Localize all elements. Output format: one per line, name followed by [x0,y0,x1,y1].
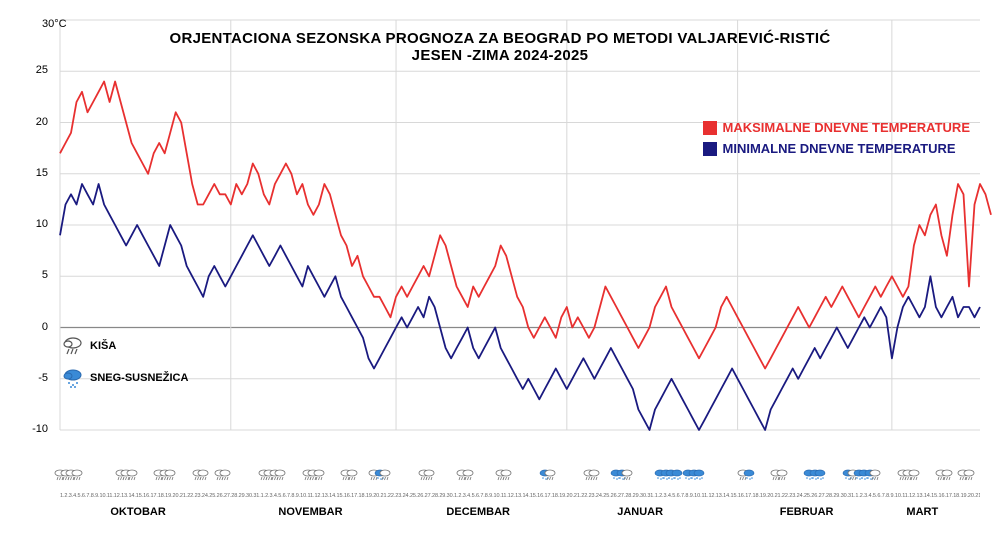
rain-icon [346,468,358,486]
rain-icon [197,468,209,486]
month-label: NOVEMBAR [278,506,342,518]
rain-icon [126,468,138,486]
title-line-2: JESEN -ZIMA 2024-2025 [0,47,1000,64]
rain-icon [500,468,512,486]
rain-icon [423,468,435,486]
rain-icon [776,468,788,486]
snow-icon [743,468,755,486]
rain-icon [588,468,600,486]
legend-min-label: MINIMALNE DNEVNE TEMPERATURE [723,141,956,156]
chart-svg [0,0,1000,548]
day-numbers-band: 1.2.3.4.5.6.7.8.9.10.11.12.13.14.15.16.1… [60,493,980,503]
precip-legend: KIŠA SNEG-SUSNEŽICA [62,335,188,399]
rain-icon [621,468,633,486]
rain-icon [963,468,975,486]
precip-snow: SNEG-SUSNEŽICA [62,367,188,389]
month-label: MART [906,506,938,518]
y-tick-label: 10 [8,218,48,230]
rain-icon [274,468,286,486]
precip-rain-label: KIŠA [90,340,116,352]
y-tick-label: 20 [8,116,48,128]
rain-icon [313,468,325,486]
month-label: JANUAR [617,506,663,518]
chart-title: ORJENTACIONA SEZONSKA PROGNOZA ZA BEOGRA… [0,30,1000,64]
y-tick-label: -5 [8,372,48,384]
title-line-1: ORJENTACIONA SEZONSKA PROGNOZA ZA BEOGRA… [0,30,1000,47]
legend: MAKSIMALNE DNEVNE TEMPERATURE MINIMALNE … [703,120,971,162]
legend-swatch-max [703,121,717,135]
legend-max: MAKSIMALNE DNEVNE TEMPERATURE [703,120,971,135]
chart-container: 30°C -10 -5 0 5 10 15 20 25 ORJENTACIONA SEZONS… [0,0,1000,548]
rain-icon [62,335,84,357]
snow-icon [693,468,705,486]
rain-icon [462,468,474,486]
snow-icon [814,468,826,486]
snow-icon [62,367,84,389]
legend-max-label: MAKSIMALNE DNEVNE TEMPERATURE [723,120,971,135]
y-tick-label: -10 [8,423,48,435]
precip-rain: KIŠA [62,335,188,357]
month-label: OKTOBAR [110,506,165,518]
y-axis-unit: 30°C [42,18,67,30]
rain-icon [71,468,83,486]
y-tick-label: 15 [8,167,48,179]
legend-swatch-min [703,142,717,156]
y-tick-label: 25 [8,64,48,76]
precip-snow-label: SNEG-SUSNEŽICA [90,372,188,384]
rain-icon [908,468,920,486]
y-top-tick: 30 [42,18,54,30]
rain-icon [219,468,231,486]
rain-icon [544,468,556,486]
month-labels: OKTOBAR NOVEMBAR DECEMBAR JANUAR FEBRUAR MART [0,506,1000,522]
month-label: FEBRUAR [780,506,834,518]
y-unit: °C [54,18,66,30]
y-tick-label: 0 [8,321,48,333]
legend-min: MINIMALNE DNEVNE TEMPERATURE [703,141,971,156]
precip-icons-band [60,468,980,490]
rain-icon [379,468,391,486]
month-label: DECEMBAR [446,506,510,518]
y-tick-label: 5 [8,269,48,281]
rain-icon [164,468,176,486]
rain-icon [941,468,953,486]
rain-icon [869,468,881,486]
